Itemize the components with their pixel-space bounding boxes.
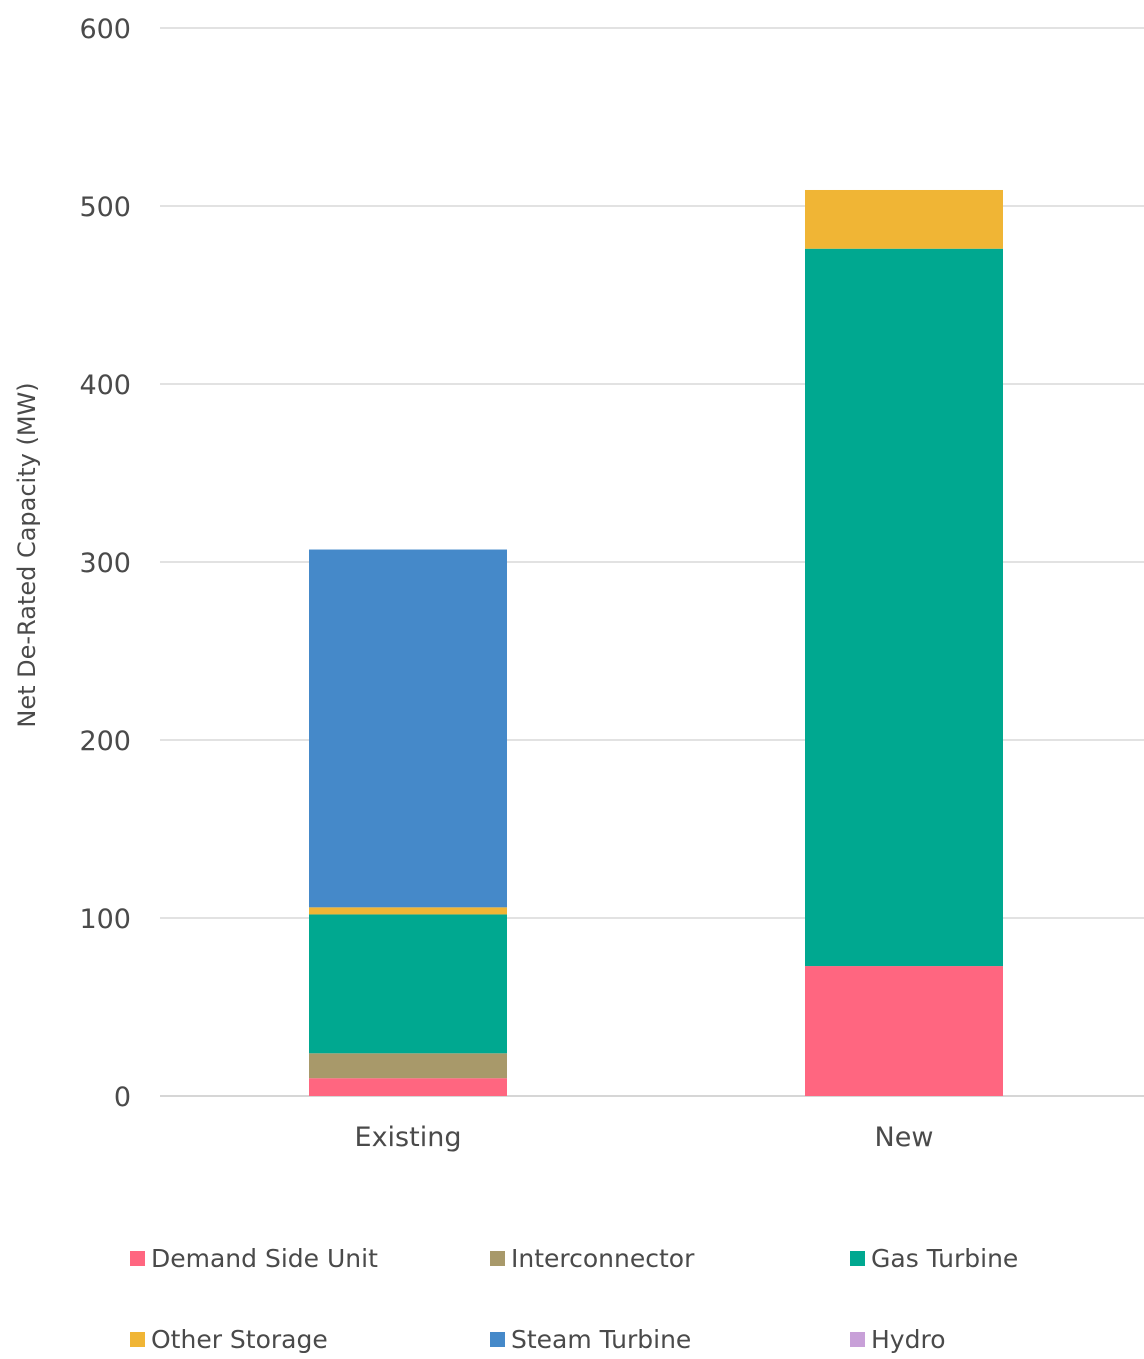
y-tick-label: 600	[79, 14, 131, 45]
y-axis-ticks: 0 100 200 300 400 500 600	[79, 14, 131, 1113]
legend-item-interconnector: Interconnector	[490, 1238, 850, 1278]
legend-swatch-gas-turbine	[850, 1250, 865, 1266]
legend-label: Interconnector	[511, 1243, 695, 1273]
legend-item-demand-side-unit: Demand Side Unit	[130, 1238, 490, 1278]
legend-label: Demand Side Unit	[151, 1243, 378, 1273]
legend-label: Other Storage	[151, 1324, 328, 1354]
y-tick-label: 0	[114, 1082, 131, 1113]
legend-label: Gas Turbine	[871, 1243, 1019, 1273]
y-axis-title: Net De-Rated Capacity (MW)	[13, 382, 41, 727]
legend-swatch-interconnector	[490, 1250, 505, 1266]
bar-existing-other-storage	[309, 907, 507, 915]
bar-existing-interconnector	[309, 1053, 507, 1079]
y-tick-label: 300	[79, 548, 131, 579]
legend-item-steam-turbine: Steam Turbine	[490, 1319, 850, 1359]
legend-swatch-steam-turbine	[490, 1331, 505, 1347]
legend-swatch-other-storage	[130, 1331, 145, 1347]
legend-item-other-storage: Other Storage	[130, 1319, 490, 1359]
legend-label: Steam Turbine	[511, 1324, 692, 1354]
bar-existing-gas-turbine	[309, 914, 507, 1054]
x-tick-label-new: New	[875, 1122, 934, 1153]
x-axis-ticks: Existing New	[355, 1122, 934, 1153]
x-tick-label-existing: Existing	[355, 1122, 462, 1153]
y-tick-label: 100	[79, 904, 131, 935]
bar-existing-demand-side-unit	[309, 1078, 507, 1096]
y-tick-label: 500	[79, 192, 131, 223]
legend-item-gas-turbine: Gas Turbine	[850, 1238, 1130, 1278]
y-tick-label: 400	[79, 370, 131, 401]
legend-swatch-demand-side-unit	[130, 1250, 145, 1266]
y-tick-label: 200	[79, 726, 131, 757]
legend-swatch-hydro	[850, 1331, 865, 1347]
legend-item-hydro: Hydro	[850, 1319, 1130, 1359]
legend-label: Hydro	[871, 1324, 946, 1354]
bar-new-gas-turbine	[805, 248, 1003, 967]
bar-existing-steam-turbine	[309, 549, 507, 908]
legend: Demand Side Unit Interconnector Gas Turbin…	[130, 1238, 1130, 1354]
bar-new-other-storage	[805, 189, 1003, 249]
bars	[309, 189, 1003, 1096]
bar-new-demand-side-unit	[805, 966, 1003, 1096]
